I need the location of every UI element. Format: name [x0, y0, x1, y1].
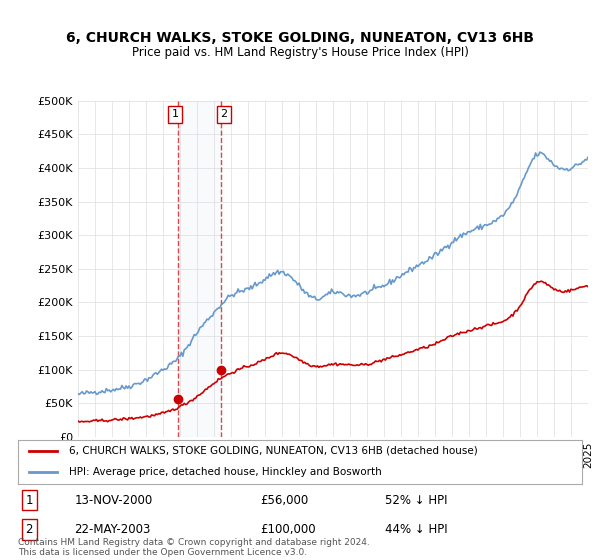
- Text: 6, CHURCH WALKS, STOKE GOLDING, NUNEATON, CV13 6HB (detached house): 6, CHURCH WALKS, STOKE GOLDING, NUNEATON…: [69, 446, 478, 456]
- Text: £100,000: £100,000: [260, 523, 316, 536]
- Bar: [178, 101, 221, 437]
- Text: 1: 1: [172, 109, 179, 119]
- Text: 13-NOV-2000: 13-NOV-2000: [74, 493, 152, 507]
- Text: 2: 2: [220, 109, 227, 119]
- Text: 52% ↓ HPI: 52% ↓ HPI: [385, 493, 447, 507]
- Text: Price paid vs. HM Land Registry's House Price Index (HPI): Price paid vs. HM Land Registry's House …: [131, 46, 469, 59]
- Text: Contains HM Land Registry data © Crown copyright and database right 2024.
This d: Contains HM Land Registry data © Crown c…: [18, 538, 370, 557]
- Text: £56,000: £56,000: [260, 493, 309, 507]
- Text: 44% ↓ HPI: 44% ↓ HPI: [385, 523, 447, 536]
- Text: HPI: Average price, detached house, Hinckley and Bosworth: HPI: Average price, detached house, Hinc…: [69, 467, 382, 477]
- Text: 2: 2: [26, 523, 33, 536]
- Text: 6, CHURCH WALKS, STOKE GOLDING, NUNEATON, CV13 6HB: 6, CHURCH WALKS, STOKE GOLDING, NUNEATON…: [66, 31, 534, 45]
- Text: 22-MAY-2003: 22-MAY-2003: [74, 523, 151, 536]
- Text: 1: 1: [26, 493, 33, 507]
